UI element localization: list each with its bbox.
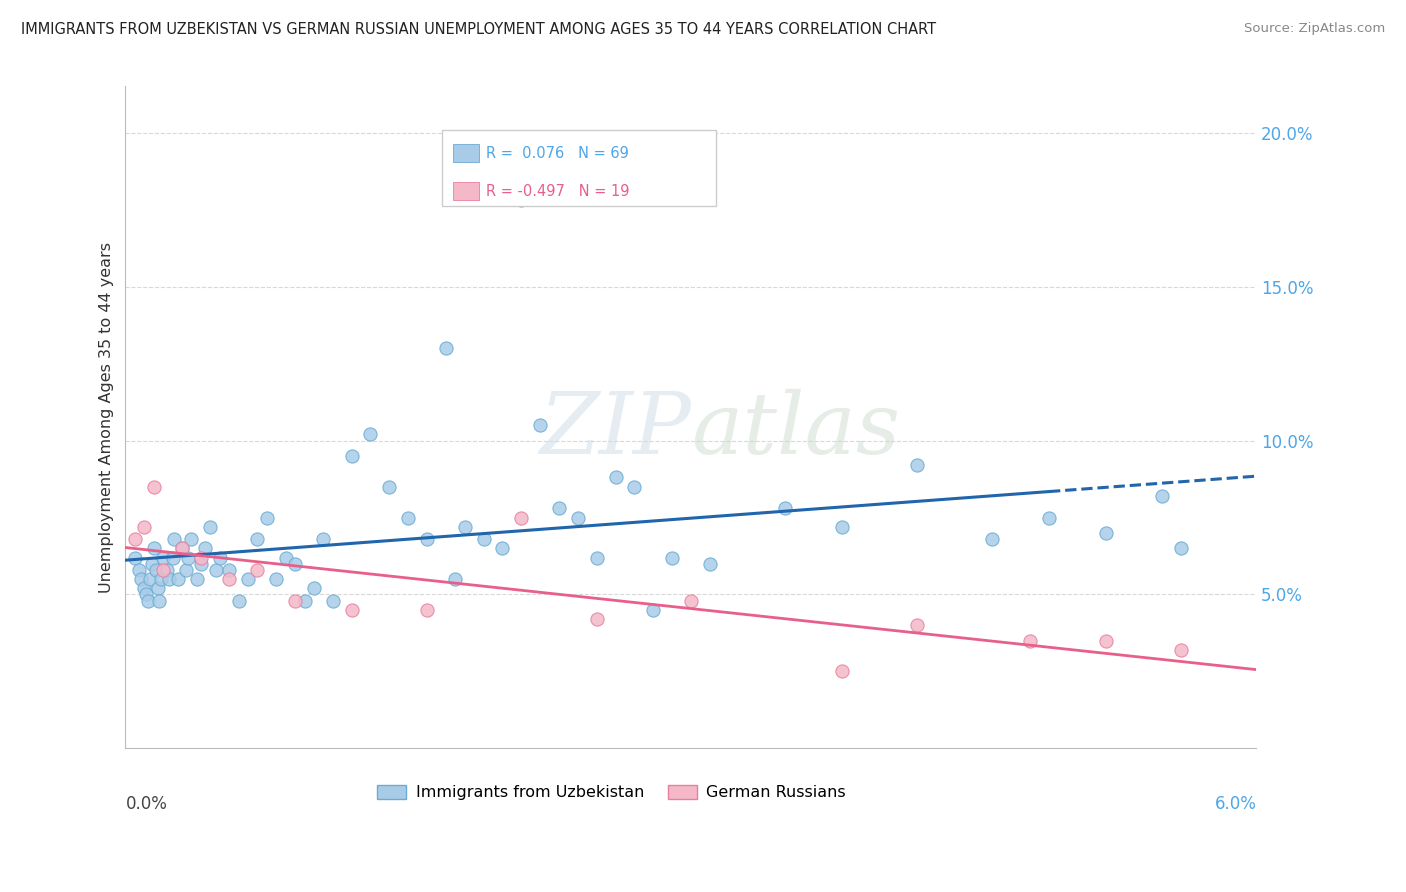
Point (145, 563, 167, 577)
Text: 0.0%: 0.0% (125, 795, 167, 813)
Point (510, 510, 533, 524)
Point (322, 593, 344, 607)
Point (510, 194, 533, 208)
Point (1094, 525, 1116, 540)
Point (302, 582, 325, 596)
Point (128, 563, 150, 577)
Point (124, 550, 146, 565)
Point (378, 480, 401, 494)
Point (141, 557, 163, 571)
Point (134, 582, 156, 596)
Point (124, 532, 146, 546)
Point (152, 550, 174, 565)
Point (162, 550, 184, 565)
Point (170, 541, 193, 556)
Point (623, 480, 645, 494)
Point (434, 341, 457, 355)
Point (246, 563, 269, 577)
Point (340, 603, 363, 617)
Point (135, 587, 157, 601)
Point (156, 563, 179, 577)
Point (773, 501, 796, 516)
Point (218, 572, 240, 586)
Point (491, 541, 513, 556)
Point (246, 532, 269, 546)
Point (236, 572, 259, 586)
Point (274, 550, 297, 565)
Point (905, 458, 928, 472)
Point (1170, 643, 1192, 657)
Point (831, 520, 853, 534)
Point (134, 520, 156, 534)
Point (585, 612, 607, 626)
Point (142, 480, 165, 494)
Point (176, 550, 198, 565)
Point (567, 510, 589, 524)
Text: ZIP: ZIP (538, 389, 690, 472)
Point (142, 541, 165, 556)
Point (129, 572, 152, 586)
Point (472, 532, 495, 546)
Point (679, 593, 702, 607)
Point (416, 532, 439, 546)
Point (1019, 633, 1042, 648)
Text: R = -0.497   N = 19: R = -0.497 N = 19 (485, 184, 630, 199)
Point (190, 550, 212, 565)
Text: R =  0.076   N = 69: R = 0.076 N = 69 (485, 145, 628, 161)
Point (139, 572, 162, 586)
Point (186, 572, 208, 586)
Point (170, 541, 193, 556)
Point (548, 501, 571, 516)
Point (228, 593, 250, 607)
Point (1094, 633, 1116, 648)
Point (831, 665, 853, 679)
Point (416, 603, 439, 617)
Point (256, 510, 278, 524)
Point (699, 557, 721, 571)
Point (454, 520, 477, 534)
Point (163, 532, 186, 546)
Point (1038, 510, 1060, 524)
Point (190, 557, 212, 571)
Point (152, 563, 174, 577)
Point (585, 550, 607, 565)
Point (284, 557, 307, 571)
Text: 6.0%: 6.0% (1215, 795, 1257, 813)
Point (981, 532, 1004, 546)
Point (136, 593, 159, 607)
Point (174, 563, 197, 577)
Point (605, 470, 627, 484)
Point (396, 510, 419, 524)
Point (294, 593, 316, 607)
Point (200, 520, 222, 534)
Point (643, 603, 665, 617)
Point (218, 563, 240, 577)
Point (194, 541, 217, 556)
Point (157, 572, 180, 586)
Point (360, 427, 382, 442)
Text: Source: ZipAtlas.com: Source: ZipAtlas.com (1244, 22, 1385, 36)
Point (264, 572, 287, 586)
Y-axis label: Unemployment Among Ages 35 to 44 years: Unemployment Among Ages 35 to 44 years (100, 242, 114, 593)
Legend: Immigrants from Uzbekistan, German Russians: Immigrants from Uzbekistan, German Russi… (371, 779, 852, 806)
Point (208, 550, 231, 565)
Point (312, 532, 335, 546)
Point (148, 593, 170, 607)
Point (1152, 489, 1174, 503)
Point (205, 563, 228, 577)
Point (444, 572, 467, 586)
Point (180, 532, 202, 546)
Point (661, 550, 683, 565)
Point (146, 582, 169, 596)
Point (529, 418, 551, 433)
Point (284, 593, 307, 607)
Text: atlas: atlas (690, 389, 900, 472)
Point (150, 572, 173, 586)
Point (1170, 541, 1192, 556)
Point (905, 618, 928, 632)
Point (340, 449, 363, 463)
Text: IMMIGRANTS FROM UZBEKISTAN VS GERMAN RUSSIAN UNEMPLOYMENT AMONG AGES 35 TO 44 YE: IMMIGRANTS FROM UZBEKISTAN VS GERMAN RUS… (21, 22, 936, 37)
Point (167, 572, 190, 586)
